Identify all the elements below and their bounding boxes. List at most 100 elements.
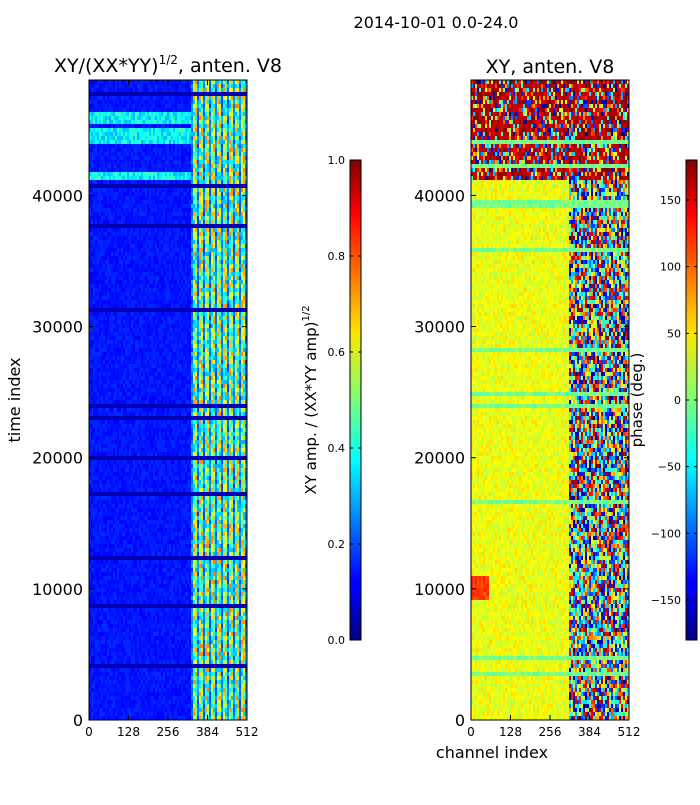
heatmap-cell (105, 172, 108, 177)
heatmap-cell (113, 204, 116, 209)
heatmap-cell (181, 280, 184, 285)
heatmap-cell (109, 192, 112, 197)
heatmap-cell (129, 232, 132, 237)
heatmap-cell (221, 208, 224, 213)
heatmap-cell (227, 100, 230, 105)
heatmap-cell (93, 180, 96, 185)
heatmap-cell (137, 296, 140, 301)
heatmap-cell (237, 328, 240, 333)
heatmap-cell (183, 296, 186, 301)
heatmap-cell (171, 136, 174, 141)
heatmap-cell (121, 300, 124, 305)
heatmap-cell (105, 324, 108, 329)
heatmap-cell (159, 324, 162, 329)
heatmap-cell (197, 168, 200, 173)
heatmap-cell (173, 312, 176, 317)
heatmap-cell (101, 204, 104, 209)
heatmap-cell (223, 192, 226, 197)
heatmap-cell (183, 224, 186, 229)
heatmap-cell (135, 120, 138, 125)
heatmap-cell (199, 96, 202, 101)
heatmap-cell (135, 328, 138, 333)
heatmap-cell (163, 104, 166, 109)
heatmap-cell (137, 216, 140, 221)
heatmap-cell (163, 284, 166, 289)
heatmap-cell (221, 184, 224, 189)
heatmap-cell (199, 132, 202, 137)
heatmap-cell (145, 132, 148, 137)
heatmap-cell (117, 268, 120, 273)
heatmap-cell (143, 268, 146, 273)
heatmap-cell (235, 320, 238, 325)
heatmap-cell (217, 268, 220, 273)
heatmap-cell (131, 240, 134, 245)
heatmap-cell (207, 204, 210, 209)
heatmap-cell (115, 288, 118, 293)
heatmap-cell (97, 192, 100, 197)
heatmap-cell (137, 256, 140, 261)
heatmap-cell (197, 252, 200, 257)
heatmap-cell (111, 84, 114, 89)
heatmap-cell (195, 220, 198, 225)
heatmap-cell (173, 100, 176, 105)
heatmap-cell (127, 228, 130, 233)
heatmap-cell (239, 284, 242, 289)
heatmap-cell (147, 116, 150, 121)
heatmap-cell (245, 328, 248, 333)
heatmap-cell (163, 96, 166, 101)
heatmap-cell (233, 232, 236, 237)
heatmap-cell (191, 80, 194, 85)
heatmap-cell (199, 164, 202, 169)
heatmap-cell (151, 240, 154, 245)
heatmap-cell (89, 108, 92, 113)
heatmap-cell (125, 288, 128, 293)
heatmap-cell (185, 132, 188, 137)
heatmap-cell (205, 184, 208, 189)
heatmap-cell (203, 136, 206, 141)
heatmap-cell (225, 228, 228, 233)
heatmap-cell (165, 204, 168, 209)
heatmap-cell (199, 296, 202, 301)
heatmap-cell (121, 124, 124, 129)
heatmap-cell (229, 96, 232, 101)
heatmap-cell (185, 220, 188, 225)
heatmap-cell (101, 200, 104, 205)
heatmap-cell (147, 252, 150, 257)
heatmap-cell (157, 184, 160, 189)
heatmap-cell (107, 296, 110, 301)
heatmap-cell (137, 100, 140, 105)
heatmap-cell (179, 208, 182, 213)
heatmap-cell (185, 156, 188, 161)
heatmap-cell (243, 248, 246, 253)
heatmap-cell (101, 208, 104, 213)
heatmap-cell (175, 168, 178, 173)
heatmap-cell (209, 140, 212, 145)
heatmap-cell (191, 296, 194, 301)
heatmap-cell (193, 172, 196, 177)
heatmap-cell (169, 124, 172, 129)
heatmap-cell (205, 216, 208, 221)
heatmap-cell (207, 104, 210, 109)
heatmap-cell (217, 184, 220, 189)
heatmap-cell (155, 176, 158, 181)
heatmap-cell (117, 116, 120, 121)
heatmap-cell (107, 96, 110, 101)
heatmap-cell (223, 216, 226, 221)
heatmap-cell (235, 284, 238, 289)
heatmap-cell (187, 276, 190, 281)
heatmap-cell (229, 184, 232, 189)
heatmap-cell (127, 308, 130, 313)
heatmap-cell (233, 272, 236, 277)
heatmap-cell (161, 324, 164, 329)
heatmap-cell (125, 96, 128, 101)
heatmap-cell (227, 92, 230, 97)
heatmap-cell (157, 212, 160, 217)
heatmap-cell (103, 168, 106, 173)
heatmap-cell (221, 180, 224, 185)
heatmap-cell (193, 312, 196, 317)
heatmap-cell (139, 120, 142, 125)
heatmap-cell (231, 304, 234, 309)
heatmap-cell (229, 132, 232, 137)
heatmap-cell (139, 192, 142, 197)
heatmap-cell (185, 124, 188, 129)
